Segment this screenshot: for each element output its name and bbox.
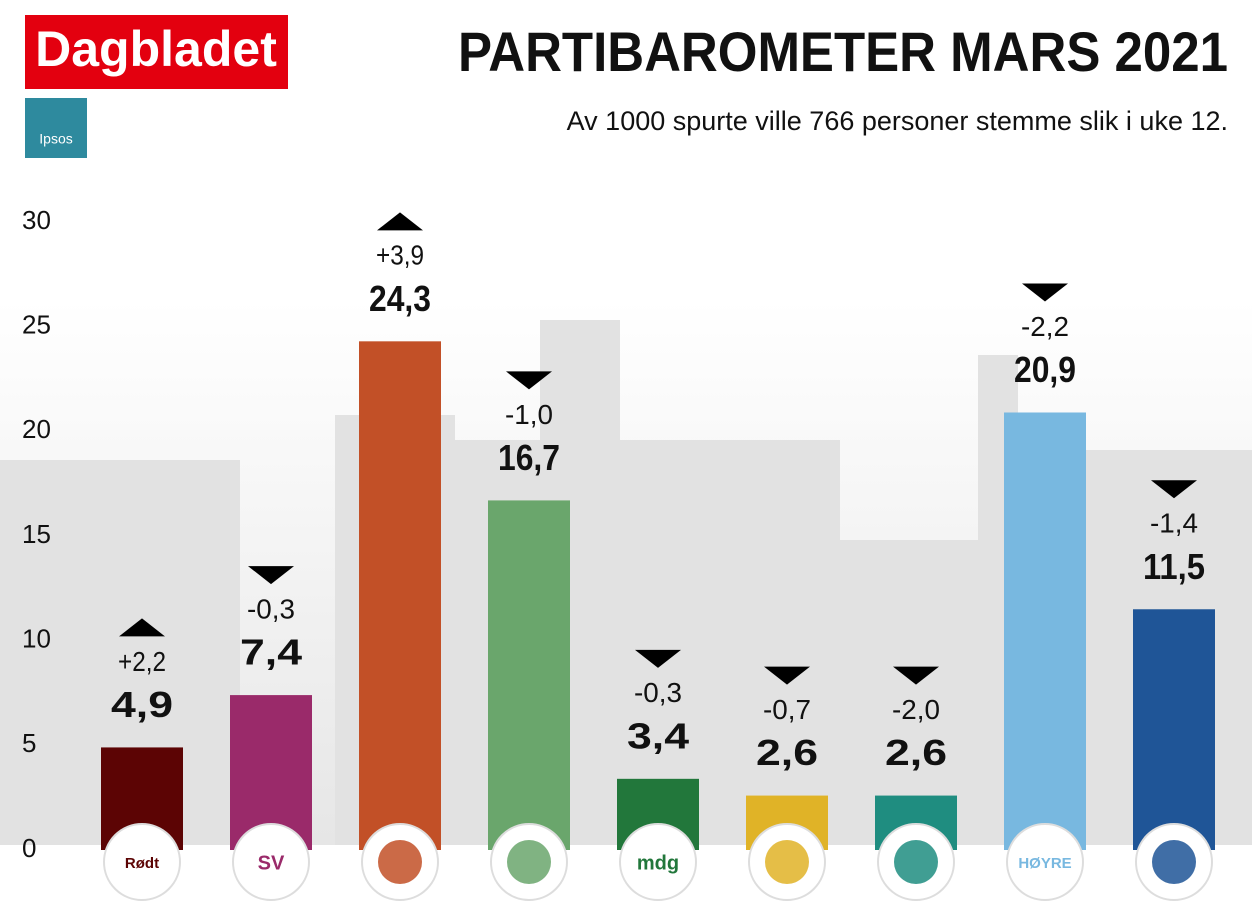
- change-label: -0,7: [763, 694, 811, 725]
- y-tick-label: 10: [22, 624, 51, 654]
- party-logo: [232, 823, 310, 901]
- value-label: 4,9: [111, 684, 173, 725]
- change-arrow: [635, 649, 681, 668]
- party-logo-mark: [507, 840, 551, 884]
- y-tick-label: 0: [22, 833, 36, 863]
- change-label: -1,0: [505, 399, 553, 430]
- party-logo-mark: [1152, 840, 1196, 884]
- x-tick-label: Rødt: [125, 855, 159, 872]
- value-label: 11,5: [1143, 546, 1205, 587]
- brand-box: [25, 15, 288, 89]
- x-tick-label: SV: [258, 852, 285, 874]
- change-arrow: [1022, 283, 1068, 302]
- value-label: 2,6: [756, 732, 818, 773]
- y-tick-label: 20: [22, 414, 51, 444]
- y-tick-label: 30: [22, 205, 51, 235]
- y-tick-label: 25: [22, 310, 51, 340]
- change-label: -0,3: [247, 593, 295, 624]
- brand: Dagbladet: [35, 21, 277, 77]
- change-arrow: [119, 618, 165, 637]
- y-tick-label: 15: [22, 519, 51, 549]
- change-arrow: [248, 566, 294, 585]
- value-label: 2,6: [885, 732, 947, 773]
- party-logo-mark: [765, 840, 809, 884]
- change-arrow: [1151, 480, 1197, 499]
- value-label: 20,9: [1014, 349, 1076, 390]
- party-logo: [619, 823, 697, 901]
- value-label: 16,7: [498, 437, 560, 478]
- party-logo-mark: [378, 840, 422, 884]
- x-tick-label: mdg: [637, 852, 679, 874]
- change-label: -2,0: [892, 694, 940, 725]
- value-label: 7,4: [240, 632, 302, 673]
- source-logo: Ipsos: [39, 131, 72, 147]
- bar: [1133, 609, 1215, 850]
- change-arrow: [893, 666, 939, 685]
- value-label: 24,3: [369, 278, 431, 319]
- change-label: -1,4: [1150, 508, 1198, 539]
- value-label: 3,4: [627, 715, 689, 756]
- source-logo-box: [25, 98, 87, 158]
- change-label: -2,2: [1021, 311, 1069, 342]
- bar: [488, 500, 570, 850]
- bar: [359, 341, 441, 850]
- change-arrow: [506, 371, 552, 390]
- change-arrow: [377, 212, 423, 231]
- change-label: -0,3: [634, 677, 682, 708]
- party-logo: [1006, 823, 1084, 901]
- bar: [1004, 412, 1086, 850]
- change-arrow: [764, 666, 810, 685]
- change-label: +3,9: [376, 240, 424, 271]
- chart-title: PARTIBAROMETER MARS 2021: [458, 20, 1228, 83]
- party-logo-mark: [894, 840, 938, 884]
- party-logo: [103, 823, 181, 901]
- y-tick-label: 5: [22, 728, 36, 758]
- change-label: +2,2: [118, 646, 166, 677]
- chart-subtitle: Av 1000 spurte ville 766 personer stemme…: [567, 106, 1228, 136]
- x-tick-label: HØYRE: [1018, 855, 1071, 872]
